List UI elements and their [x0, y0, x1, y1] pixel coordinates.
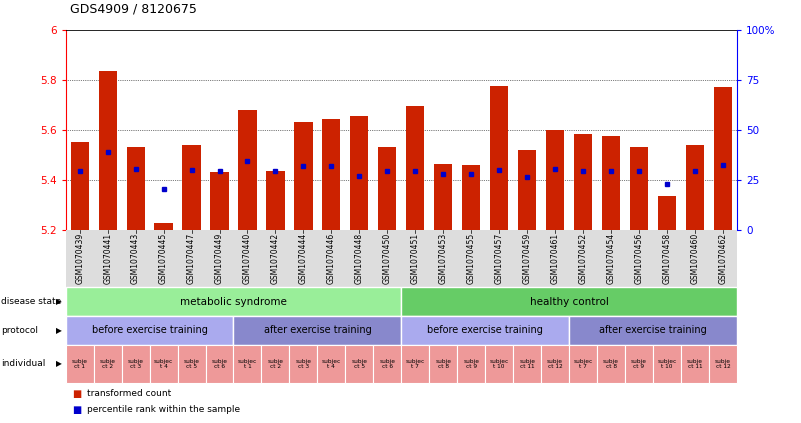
Text: GSM1070446: GSM1070446	[327, 233, 336, 284]
Bar	[518, 150, 536, 230]
Text: GSM1070445: GSM1070445	[159, 233, 168, 284]
Bar	[350, 116, 368, 230]
Text: before exercise training: before exercise training	[427, 325, 543, 335]
Text: subje
ct 2: subje ct 2	[99, 359, 115, 369]
Bar	[155, 222, 173, 230]
Text: ■: ■	[72, 389, 82, 398]
Bar	[686, 145, 704, 230]
Bar	[546, 130, 564, 230]
Text: metabolic syndrome: metabolic syndrome	[180, 297, 287, 307]
Text: GSM1070460: GSM1070460	[690, 233, 699, 284]
Text: after exercise training: after exercise training	[264, 325, 372, 335]
Text: GSM1070458: GSM1070458	[662, 233, 671, 284]
Bar	[630, 147, 648, 230]
Text: GSM1070440: GSM1070440	[243, 233, 252, 284]
Text: after exercise training: after exercise training	[599, 325, 707, 335]
Text: GSM1070442: GSM1070442	[271, 233, 280, 284]
Bar	[239, 110, 256, 230]
Text: GSM1070447: GSM1070447	[187, 233, 196, 284]
Bar	[602, 136, 620, 230]
Text: transformed count: transformed count	[87, 389, 171, 398]
Text: subje
ct 6: subje ct 6	[211, 359, 227, 369]
Text: GSM1070448: GSM1070448	[355, 233, 364, 284]
Text: before exercise training: before exercise training	[91, 325, 207, 335]
Text: subje
ct 2: subje ct 2	[268, 359, 284, 369]
Bar	[322, 118, 340, 230]
Text: ▶: ▶	[56, 297, 62, 306]
Text: GSM1070450: GSM1070450	[383, 233, 392, 284]
Text: subje
ct 9: subje ct 9	[463, 359, 479, 369]
Bar	[70, 143, 89, 230]
Text: GSM1070451: GSM1070451	[411, 233, 420, 284]
Bar	[434, 164, 453, 230]
Text: subje
ct 6: subje ct 6	[380, 359, 396, 369]
Text: individual: individual	[1, 359, 45, 368]
Text: ■: ■	[72, 405, 82, 415]
Text: ▶: ▶	[56, 326, 62, 335]
Text: GSM1070444: GSM1070444	[299, 233, 308, 284]
Text: protocol: protocol	[1, 326, 38, 335]
Bar	[378, 147, 396, 230]
Text: GSM1070443: GSM1070443	[131, 233, 140, 284]
Text: GSM1070439: GSM1070439	[75, 233, 84, 284]
Text: subje
ct 11: subje ct 11	[519, 359, 535, 369]
Text: subje
ct 3: subje ct 3	[296, 359, 312, 369]
Bar	[658, 196, 676, 230]
Text: GSM1070459: GSM1070459	[523, 233, 532, 284]
Text: subje
ct 8: subje ct 8	[435, 359, 451, 369]
Text: subje
ct 12: subje ct 12	[547, 359, 563, 369]
Text: subje
ct 3: subje ct 3	[127, 359, 143, 369]
Text: GSM1070461: GSM1070461	[550, 233, 560, 284]
Text: subje
ct 12: subje ct 12	[715, 359, 731, 369]
Bar	[183, 145, 200, 230]
Text: GSM1070456: GSM1070456	[634, 233, 643, 284]
Bar	[267, 171, 284, 230]
Text: GSM1070449: GSM1070449	[215, 233, 224, 284]
Text: GSM1070452: GSM1070452	[578, 233, 588, 284]
Text: disease state: disease state	[1, 297, 61, 306]
Text: subjec
t 1: subjec t 1	[238, 359, 257, 369]
Text: GDS4909 / 8120675: GDS4909 / 8120675	[70, 2, 196, 15]
Text: subjec
t 10: subjec t 10	[658, 359, 677, 369]
Text: subje
ct 5: subje ct 5	[183, 359, 199, 369]
Text: subjec
t 10: subjec t 10	[489, 359, 509, 369]
Text: subjec
t 7: subjec t 7	[405, 359, 425, 369]
Text: subje
ct 11: subje ct 11	[687, 359, 703, 369]
Bar	[99, 71, 117, 230]
Text: subjec
t 4: subjec t 4	[154, 359, 173, 369]
Text: GSM1070453: GSM1070453	[439, 233, 448, 284]
Text: percentile rank within the sample: percentile rank within the sample	[87, 405, 239, 414]
Text: healthy control: healthy control	[529, 297, 609, 307]
Text: subje
ct 9: subje ct 9	[631, 359, 647, 369]
Bar	[406, 106, 425, 230]
Text: subje
ct 5: subje ct 5	[352, 359, 368, 369]
Text: subjec
t 7: subjec t 7	[574, 359, 593, 369]
Text: subjec
t 4: subjec t 4	[322, 359, 341, 369]
Bar	[714, 87, 732, 230]
Text: subje
ct 8: subje ct 8	[603, 359, 619, 369]
Text: ▶: ▶	[56, 359, 62, 368]
Bar	[462, 165, 481, 230]
Text: GSM1070454: GSM1070454	[606, 233, 615, 284]
Bar	[211, 173, 228, 230]
Text: subje
ct 1: subje ct 1	[71, 359, 87, 369]
Text: GSM1070457: GSM1070457	[495, 233, 504, 284]
Bar	[294, 122, 312, 230]
Bar	[490, 86, 509, 230]
Text: GSM1070462: GSM1070462	[718, 233, 727, 284]
Text: GSM1070441: GSM1070441	[103, 233, 112, 284]
Bar	[127, 147, 145, 230]
Bar	[574, 134, 592, 230]
Text: GSM1070455: GSM1070455	[467, 233, 476, 284]
